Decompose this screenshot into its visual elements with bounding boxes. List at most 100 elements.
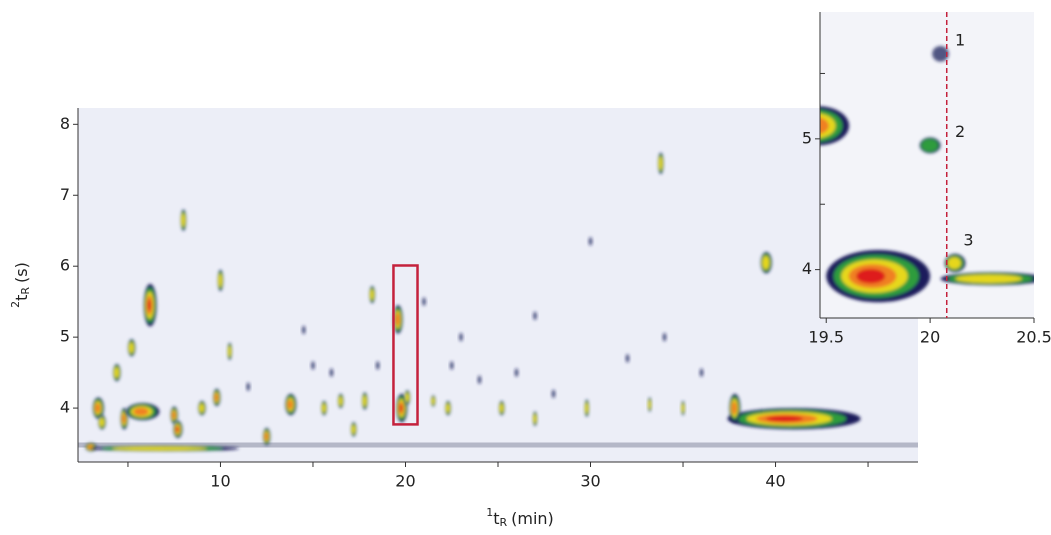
contour-level (218, 273, 223, 288)
contour-level (122, 413, 126, 424)
peak (625, 354, 630, 363)
contour-level (499, 403, 504, 413)
peak (533, 311, 537, 321)
peak (647, 397, 652, 412)
peak (369, 286, 375, 304)
contour-level (322, 403, 326, 413)
peak (393, 305, 403, 334)
y-axis-label: 2tR(s) (9, 262, 32, 308)
annotation: 2 (955, 122, 965, 141)
peak (180, 209, 187, 231)
contour-level (405, 392, 409, 402)
contour-level (585, 402, 589, 414)
contour-level (175, 426, 179, 432)
peaks (78, 152, 918, 452)
contour-level (399, 404, 403, 413)
contour-level (477, 375, 482, 384)
contour-level (658, 156, 663, 171)
contour-level (765, 415, 804, 422)
x-tick-label: 20 (395, 472, 415, 491)
contour-level (351, 424, 356, 434)
contour-level (95, 403, 101, 413)
peak (143, 283, 157, 327)
peak (727, 408, 861, 430)
contour-level (112, 446, 207, 451)
y-tick-label: 4 (60, 398, 70, 417)
peak (170, 406, 178, 424)
contour-level (129, 342, 134, 354)
contour-level (551, 389, 556, 399)
peak (126, 403, 160, 421)
contour-level (533, 311, 537, 321)
peak (459, 332, 463, 342)
contour-level (514, 368, 519, 377)
contour-level (947, 257, 961, 269)
peak (940, 272, 1034, 286)
y-tick-label: 5 (802, 128, 812, 147)
contour-level (228, 345, 231, 357)
x-tick-label: 30 (580, 472, 600, 491)
y-tick-label: 5 (60, 327, 70, 346)
peak (263, 427, 271, 445)
contour-level (370, 289, 374, 301)
peak (514, 368, 519, 377)
contour-level (147, 299, 152, 312)
peak (944, 253, 966, 273)
peak (217, 269, 224, 292)
contour-level (329, 368, 334, 377)
inset-plot: 19.5 20 20.5 4 5 1 2 3 (802, 12, 1051, 347)
contour-level (181, 213, 186, 227)
peak (477, 375, 482, 384)
contour-level (338, 396, 343, 406)
contour-level (375, 361, 380, 370)
peak (285, 393, 297, 416)
contour-level (533, 414, 537, 424)
x-tick-label: 10 (210, 472, 230, 491)
contour-level (762, 255, 770, 270)
contour-level (114, 367, 119, 379)
peak (431, 395, 436, 407)
y-tick-label: 8 (60, 114, 70, 133)
peak (246, 382, 251, 392)
contour-level (99, 417, 105, 427)
contour-level (856, 268, 886, 284)
contour-level (87, 445, 93, 450)
contour-level (362, 395, 367, 407)
peak (396, 393, 408, 423)
contour-level (681, 403, 685, 413)
contour-level (311, 361, 315, 370)
peak (445, 400, 451, 416)
peak (127, 339, 136, 357)
peak (198, 400, 206, 416)
peak (422, 297, 426, 306)
peak (729, 393, 741, 423)
x-tick-label: 20 (920, 328, 940, 347)
peak (820, 106, 850, 146)
peak (699, 368, 704, 377)
peak (404, 390, 411, 405)
contour-level (625, 354, 630, 363)
contour-level (246, 382, 251, 392)
y-tick-label: 7 (60, 185, 70, 204)
peak (301, 325, 306, 335)
peak (919, 137, 941, 154)
peak (213, 388, 221, 406)
contour-level (921, 138, 939, 152)
peak (350, 422, 357, 437)
contour-level (264, 432, 269, 441)
contour-level (932, 46, 949, 62)
peak (662, 332, 667, 342)
contour-level (301, 325, 306, 335)
contour-level (431, 397, 435, 405)
contour-level (422, 297, 426, 306)
peak (658, 152, 664, 174)
main-plot: 10 20 30 40 4 5 6 7 8 (60, 108, 918, 491)
annotation: 3 (963, 230, 973, 249)
peak (337, 393, 344, 409)
peak (173, 420, 183, 438)
peak (681, 400, 685, 416)
peak (532, 411, 538, 426)
contour-level (731, 401, 737, 415)
contour-level (820, 117, 829, 135)
x-tick-label: 19.5 (808, 328, 844, 347)
